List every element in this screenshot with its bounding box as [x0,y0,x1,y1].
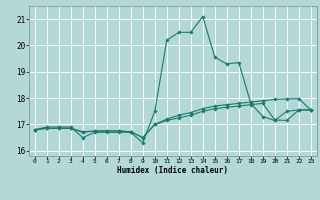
X-axis label: Humidex (Indice chaleur): Humidex (Indice chaleur) [117,166,228,175]
